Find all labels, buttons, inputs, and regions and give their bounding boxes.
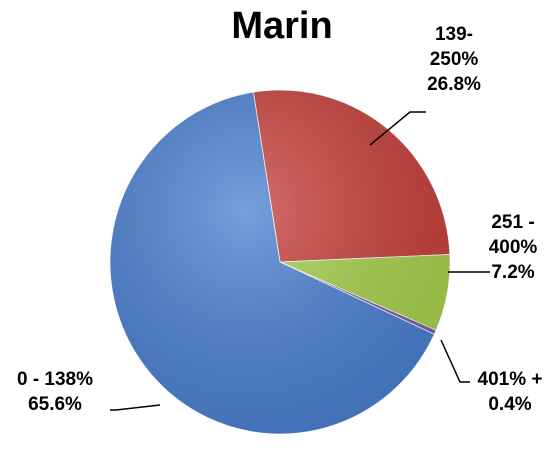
slice-label: 401% + 0.4% xyxy=(460,367,555,417)
value-label: 65.6% xyxy=(28,394,82,415)
value-label: 0.4% xyxy=(488,394,532,415)
leader-line xyxy=(110,404,161,411)
chart-title: Marin xyxy=(231,5,332,47)
pie-shading xyxy=(110,90,450,434)
leader-lines xyxy=(110,111,490,411)
category-label: 139-250% xyxy=(429,24,479,70)
category-label: 251 - 400% xyxy=(488,212,538,258)
slice-label: 139-250% 26.8% xyxy=(424,22,484,97)
category-label: 0 - 138% xyxy=(16,369,94,390)
leader-line xyxy=(440,339,470,383)
category-label: 401% + xyxy=(477,369,543,390)
leader-line xyxy=(369,111,426,146)
value-label: 26.8% xyxy=(427,74,481,95)
slice-label: 0 - 138% 65.6% xyxy=(0,367,110,417)
slice-label: 251 - 400% 7.2% xyxy=(478,210,548,285)
value-label: 7.2% xyxy=(491,262,535,283)
